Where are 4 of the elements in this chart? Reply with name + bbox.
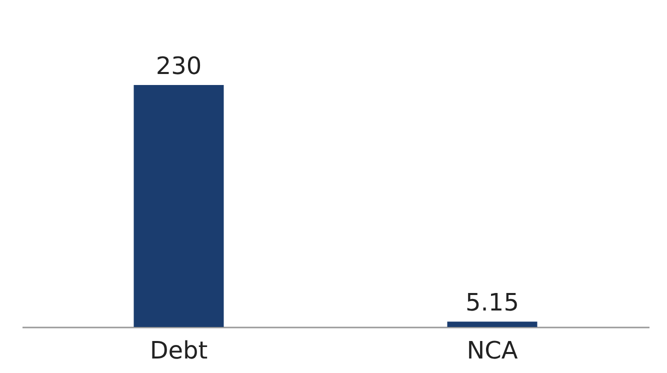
x-tick-label: NCA	[466, 336, 518, 364]
data-label: 5.15	[466, 288, 519, 317]
data-label: 230	[156, 52, 202, 80]
x-tick-label: Debt	[150, 336, 208, 364]
